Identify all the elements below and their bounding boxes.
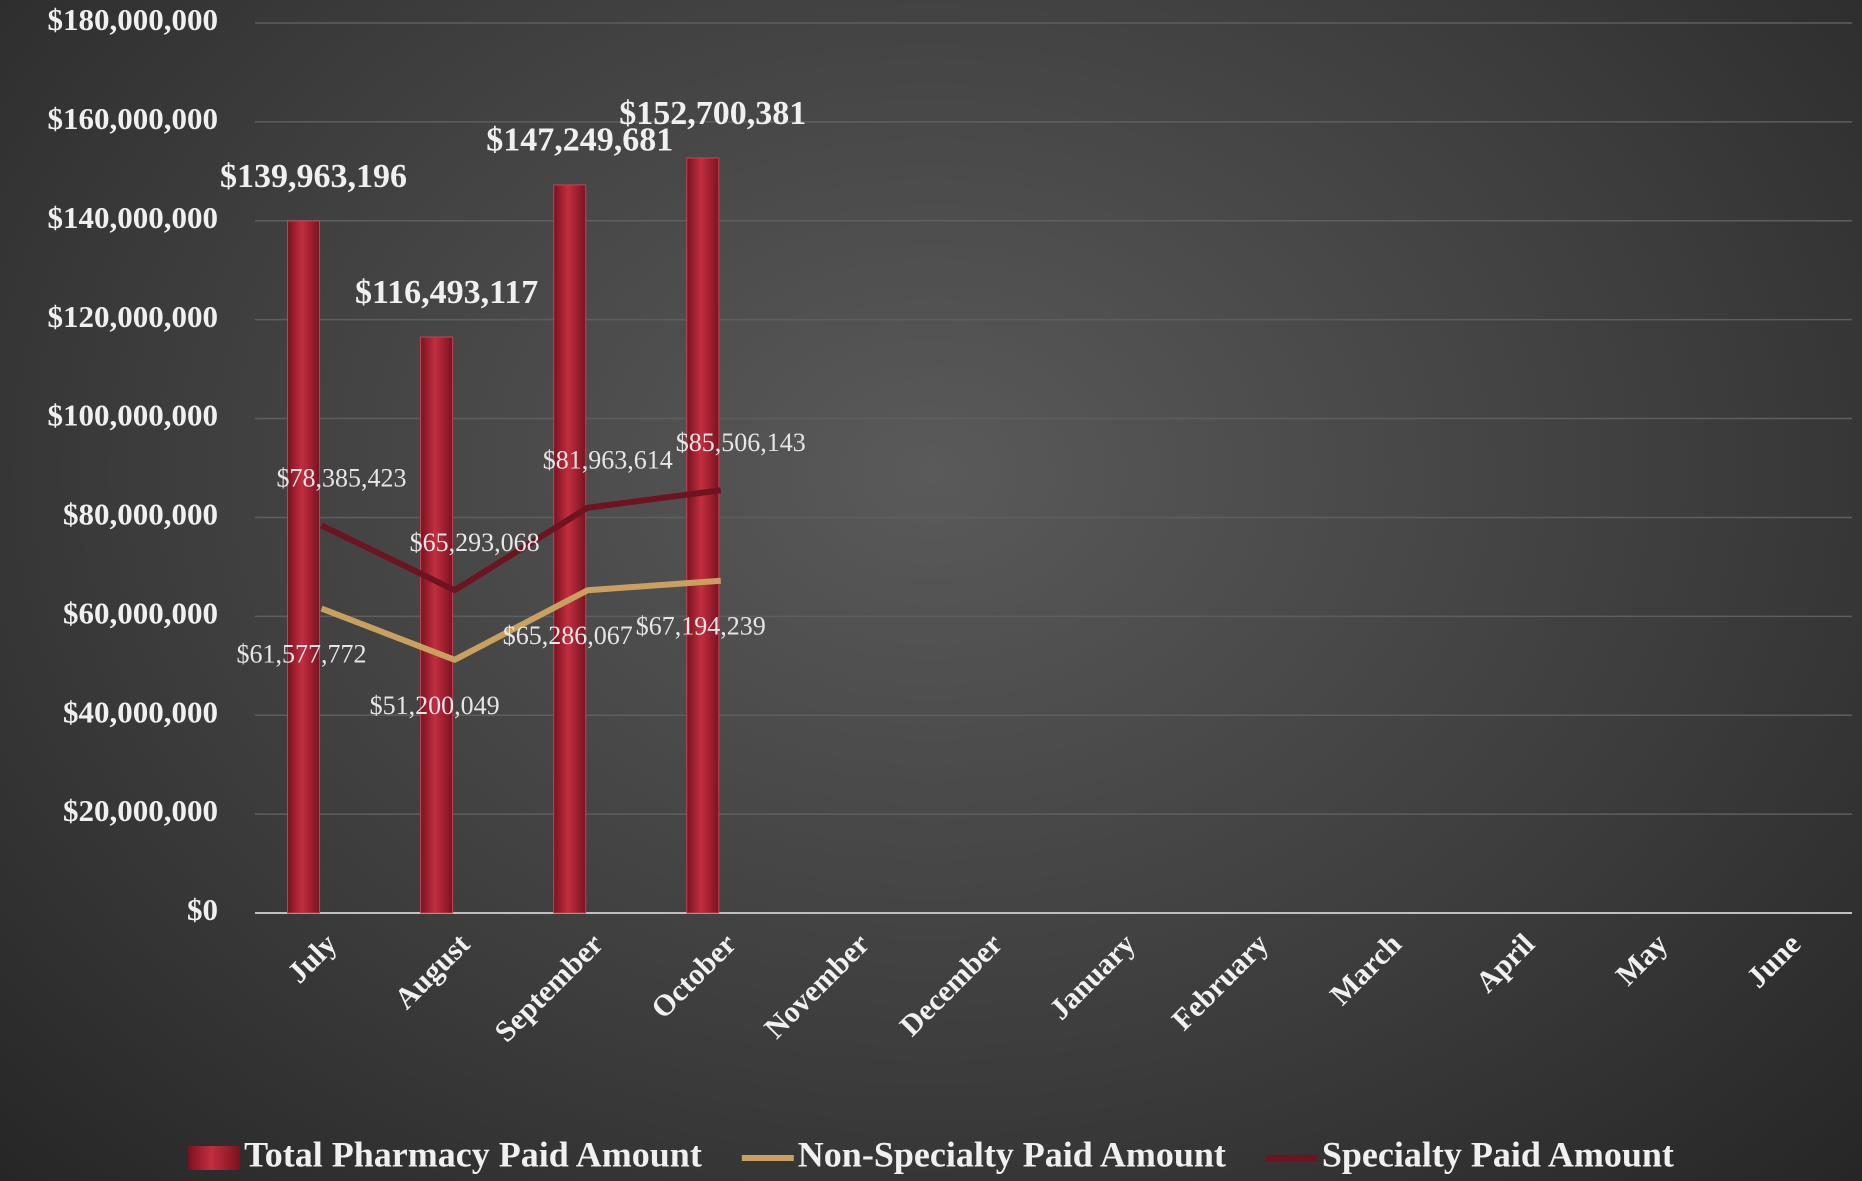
- data-label: $65,293,068: [410, 528, 540, 557]
- x-tick-label: September: [488, 927, 609, 1048]
- legend-label: Specialty Paid Amount: [1322, 1134, 1674, 1174]
- x-tick-label: March: [1324, 927, 1408, 1011]
- legend: Total Pharmacy Paid Amount Non-Specialty …: [188, 1134, 1674, 1174]
- bar: [420, 336, 454, 914]
- y-tick-label: $60,000,000: [63, 595, 218, 630]
- x-tick-label: February: [1166, 927, 1275, 1036]
- data-label: $147,249,681: [486, 122, 673, 159]
- data-label: $85,506,143: [676, 428, 806, 457]
- x-tick-label: July: [281, 927, 343, 989]
- bar: [553, 184, 587, 914]
- x-tick-label: April: [1469, 927, 1541, 999]
- data-label: $61,577,772: [237, 640, 367, 669]
- y-tick-label: $40,000,000: [63, 694, 218, 729]
- bar: [686, 157, 720, 914]
- data-label: $139,963,196: [220, 158, 407, 195]
- y-tick-label: $160,000,000: [48, 101, 219, 136]
- x-tick-label: January: [1043, 927, 1142, 1026]
- y-tick-label: $140,000,000: [48, 200, 219, 235]
- data-label: $65,286,067: [503, 621, 633, 650]
- y-tick-label: $20,000,000: [63, 793, 218, 828]
- line: [320, 487, 722, 594]
- x-tick-label: November: [758, 927, 876, 1045]
- y-tick-label: $80,000,000: [63, 497, 218, 532]
- y-tick-label: $180,000,000: [48, 2, 219, 37]
- legend-label: Total Pharmacy Paid Amount: [244, 1134, 702, 1174]
- x-tick-label: December: [894, 927, 1009, 1042]
- y-tick-label: $0: [187, 892, 218, 927]
- legend-swatch: [188, 1146, 241, 1170]
- data-label: $152,700,381: [619, 95, 806, 132]
- x-tick-label: August: [388, 927, 476, 1015]
- legend-label: Non-Specialty Paid Amount: [798, 1134, 1226, 1174]
- y-tick-label: $120,000,000: [48, 299, 219, 334]
- data-label: $78,385,423: [277, 463, 407, 492]
- y-tick-label: $100,000,000: [48, 398, 219, 433]
- x-tick-label: May: [1610, 927, 1675, 992]
- x-tick-label: October: [645, 927, 743, 1025]
- data-label: $51,200,049: [370, 691, 500, 720]
- x-tick-label: June: [1740, 927, 1807, 994]
- data-label: $116,493,117: [355, 274, 538, 311]
- line: [320, 577, 722, 663]
- data-label: $67,194,239: [636, 612, 766, 641]
- bar: [287, 220, 321, 914]
- data-label: $81,963,614: [543, 446, 673, 475]
